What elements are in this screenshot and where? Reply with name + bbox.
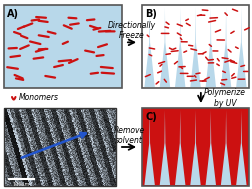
Polygon shape — [160, 7, 170, 87]
Polygon shape — [144, 7, 155, 87]
Bar — [142, 108, 249, 186]
Text: Monomers: Monomers — [19, 92, 59, 101]
Bar — [4, 5, 122, 88]
Polygon shape — [206, 110, 216, 185]
Polygon shape — [144, 110, 155, 185]
Text: Polymerize
by UV: Polymerize by UV — [204, 88, 246, 108]
Polygon shape — [221, 7, 231, 87]
Text: Remove
solvent: Remove solvent — [113, 126, 145, 145]
Polygon shape — [190, 110, 201, 185]
Bar — [142, 5, 249, 88]
Text: Directionally
Freeze: Directionally Freeze — [108, 21, 156, 40]
Text: B): B) — [145, 9, 157, 19]
Polygon shape — [160, 110, 170, 185]
Polygon shape — [236, 7, 246, 87]
Text: A): A) — [7, 9, 19, 19]
Text: 100μm: 100μm — [12, 182, 30, 187]
Text: C): C) — [145, 112, 157, 122]
Bar — [4, 108, 116, 186]
Polygon shape — [175, 110, 185, 185]
Polygon shape — [221, 110, 231, 185]
Polygon shape — [236, 110, 246, 185]
Polygon shape — [206, 7, 216, 87]
Polygon shape — [190, 7, 201, 87]
Polygon shape — [175, 7, 185, 87]
